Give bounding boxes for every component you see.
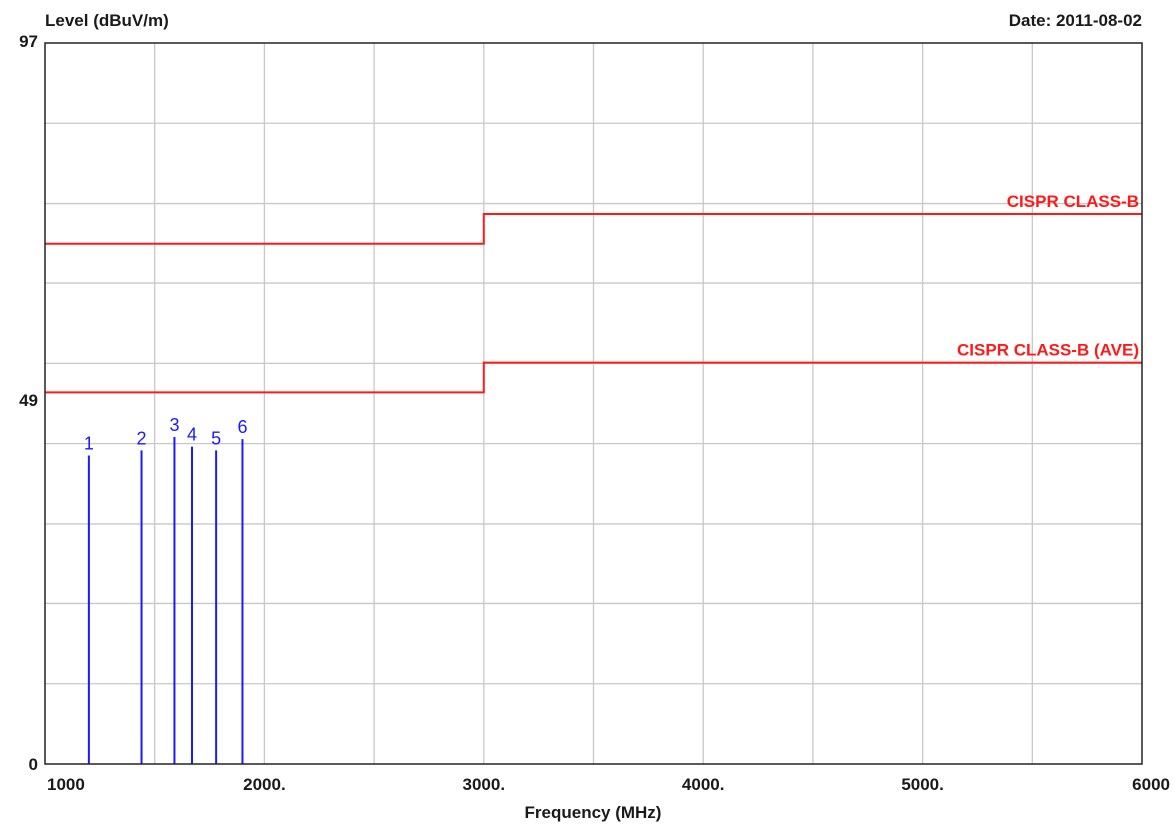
x-tick-label: 6000 [1132,775,1170,794]
markers: 1 2 3 4 56 [84,415,247,764]
y-tick-label: 97 [19,32,38,51]
y-axis-title: Level (dBuV/m) [45,11,169,30]
x-tick-label: 1000 [47,775,85,794]
date-label: Date: 2011-08-02 [1009,11,1142,30]
marker-label: 4 [187,425,197,445]
y-tick-labels: 97 49 0 [19,32,38,774]
y-tick-label: 0 [29,755,38,774]
marker-label: 5 [211,428,221,448]
x-tick-label: 3000. [463,775,506,794]
plot-frame [44,42,1143,765]
x-tick-label: 4000. [682,775,725,794]
x-tick-labels: 1000 2000. 3000. 4000. 5000. 6000 [47,775,1170,794]
marker-label: 1 [84,434,94,454]
limit-line [45,212,1142,245]
marker-label: 2 [137,428,147,448]
marker-label: 3 [169,415,179,435]
y-tick-label: 49 [19,391,38,410]
limit-line-label: CISPR CLASS-B (AVE) [957,341,1139,360]
marker-label: 6 [237,417,247,437]
limit-line-label: CISPR CLASS-B [1007,192,1139,211]
limit-line [45,361,1142,394]
limit-lines: CISPR CLASS-B CISPR CLASS-B (AVE) [45,192,1142,394]
x-tick-label: 2000. [243,775,286,794]
x-tick-label: 5000. [901,775,944,794]
x-axis-title: Frequency (MHz) [525,803,662,822]
